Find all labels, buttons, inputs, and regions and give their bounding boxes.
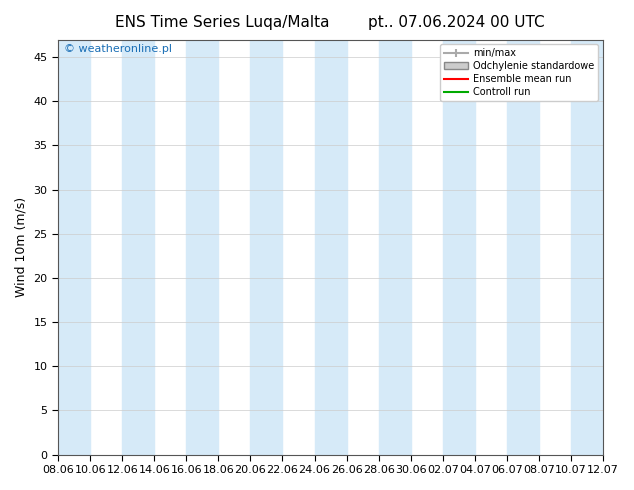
Bar (58, 40, 90, 455)
Bar (571, 40, 603, 455)
Bar (314, 40, 347, 455)
Bar (250, 40, 283, 455)
Bar (122, 40, 154, 455)
Bar (507, 40, 539, 455)
Bar (186, 40, 218, 455)
Text: ENS Time Series Luqa/Malta: ENS Time Series Luqa/Malta (115, 15, 329, 30)
Legend: min/max, Odchylenie standardowe, Ensemble mean run, Controll run: min/max, Odchylenie standardowe, Ensembl… (440, 45, 598, 101)
Bar (378, 40, 411, 455)
Y-axis label: Wind 10m (m/s): Wind 10m (m/s) (15, 197, 28, 297)
Bar (443, 40, 475, 455)
Text: pt.. 07.06.2024 00 UTC: pt.. 07.06.2024 00 UTC (368, 15, 545, 30)
Text: © weatheronline.pl: © weatheronline.pl (63, 44, 172, 53)
